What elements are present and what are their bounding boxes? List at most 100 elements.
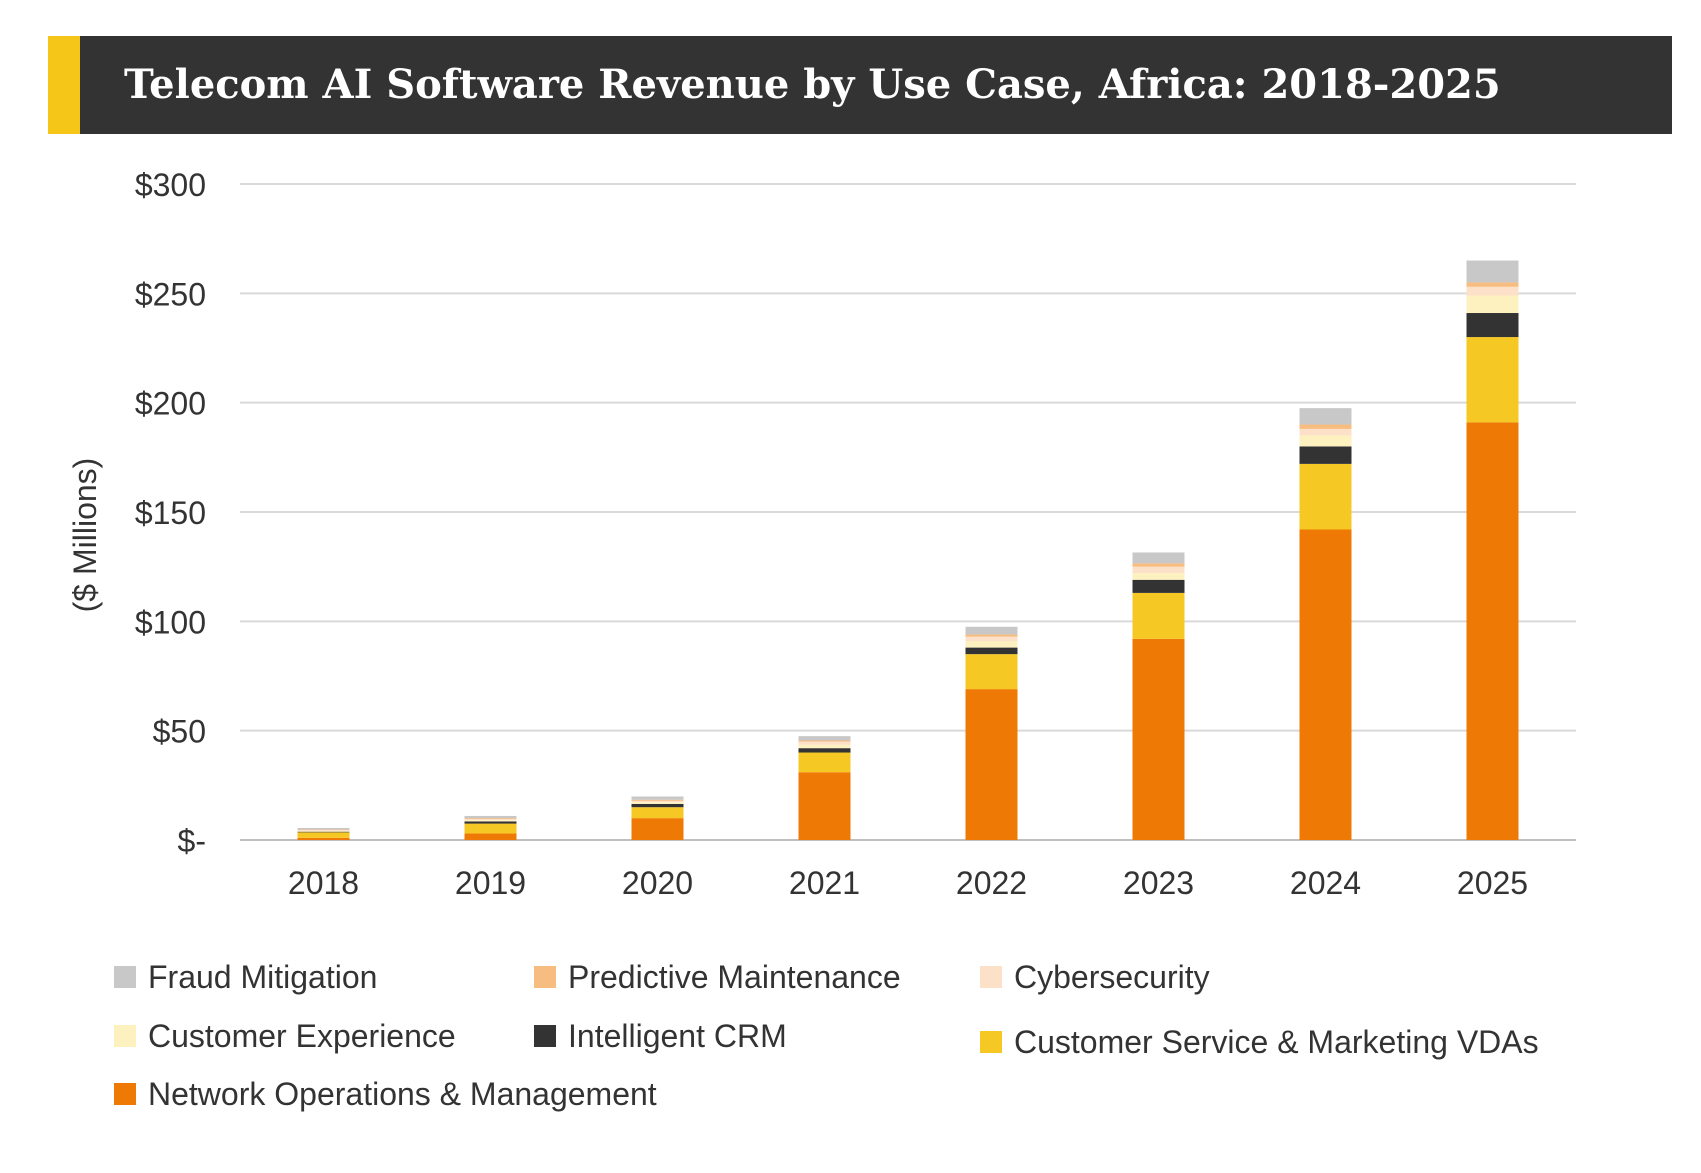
bar-segment [297, 829, 350, 831]
y-tick-label: $50 [153, 714, 206, 750]
bar-segment [798, 752, 851, 773]
y-tick-label: $200 [135, 386, 206, 422]
bar-segment [1466, 286, 1519, 296]
bar-segment [464, 819, 517, 821]
legend-item-predictive-maintenance: Predictive Maintenance [534, 957, 901, 997]
bar-segment [1132, 552, 1185, 564]
bar-segment [965, 641, 1018, 648]
bar-segment [631, 800, 684, 803]
bar-segment [1299, 408, 1352, 425]
legend-swatch [980, 966, 1002, 988]
bar-segment [1466, 295, 1519, 314]
y-tick-label: $- [178, 823, 206, 859]
bar-segment [1466, 260, 1519, 283]
bar-segment [297, 830, 350, 832]
bar-segment [1299, 435, 1352, 447]
bar-segment [1299, 424, 1352, 429]
grid-lines [240, 183, 1576, 841]
bar-segment [297, 837, 350, 840]
bar-segment [1299, 463, 1352, 530]
x-tick-label: 2024 [1290, 865, 1361, 901]
y-tick-label: $150 [135, 495, 206, 531]
bar-segment [1466, 337, 1519, 423]
legend-label: Customer Service & Marketing VDAs [1014, 1023, 1539, 1060]
legend-item-network-operations-management: Network Operations & Management [114, 1074, 657, 1114]
axes: $- $50 $100 $150 $200 $250 $300 ($ Millions) 201… [67, 167, 1528, 901]
y-tick-label: $100 [135, 604, 206, 640]
bar-segment [1466, 422, 1519, 840]
legend-label: Fraud Mitigation [148, 958, 378, 995]
bar-segment [631, 803, 684, 808]
bar-segment [631, 796, 684, 800]
bar-segment [1132, 573, 1185, 580]
bar-segment [1299, 428, 1352, 436]
x-tick-label: 2021 [789, 865, 860, 901]
bar-segment [1299, 446, 1352, 464]
bar-segment [798, 736, 851, 741]
bar-segment [464, 821, 517, 824]
bar-segment [965, 626, 1018, 635]
y-tick-label: $300 [135, 167, 206, 203]
legend-swatch [534, 966, 556, 988]
legend-label: Cybersecurity [1014, 958, 1210, 995]
legend-item-customer-service-marketing-vdas: Customer Service & Marketing VDAs [980, 1022, 1539, 1062]
bar-segment [631, 799, 684, 801]
bar-segment [464, 833, 517, 840]
legend-item-cybersecurity: Cybersecurity [980, 957, 1210, 997]
bar-segment [297, 831, 350, 833]
legend-label: Network Operations & Management [148, 1075, 657, 1112]
x-tick-label: 2019 [455, 865, 526, 901]
bar-segment [798, 744, 851, 749]
bar-segment [1132, 566, 1185, 574]
bar-segment [297, 832, 350, 838]
legend-swatch [114, 1083, 136, 1105]
bar-segment [464, 818, 517, 820]
y-axis-title: ($ Millions) [67, 458, 103, 613]
legend-swatch [534, 1025, 556, 1047]
legend-swatch [980, 1031, 1002, 1053]
legend-item-fraud-mitigation: Fraud Mitigation [114, 957, 377, 997]
bar-segment [1299, 529, 1352, 840]
bar-segment [297, 827, 350, 830]
x-tick-label: 2018 [288, 865, 359, 901]
x-tick-label: 2023 [1123, 865, 1194, 901]
bar-segment [464, 815, 517, 819]
bar-segment [1132, 563, 1185, 567]
bar-segment [1132, 638, 1185, 840]
x-tick-label: 2020 [622, 865, 693, 901]
title-bar: Telecom AI Software Revenue by Use Case,… [48, 36, 1672, 134]
bar-segment [631, 818, 684, 840]
x-tick-label: 2025 [1457, 865, 1528, 901]
bar-segment [798, 741, 851, 745]
bar-segment [798, 740, 851, 742]
legend-item-customer-experience: Customer Experience [114, 1016, 456, 1056]
legend-label: Intelligent CRM [568, 1017, 787, 1054]
bar-segment [1466, 282, 1519, 287]
bar-segment [798, 772, 851, 840]
legend-swatch [114, 1025, 136, 1047]
bar-segment [464, 820, 517, 822]
legend-label: Customer Experience [148, 1017, 456, 1054]
bar-segment [631, 802, 684, 804]
bar-segment [1132, 579, 1185, 593]
bar-segment [1466, 313, 1519, 338]
bar-segment [965, 647, 1018, 655]
bar-segment [965, 634, 1018, 637]
bar-segment [631, 807, 684, 819]
legend-label: Predictive Maintenance [568, 958, 901, 995]
bar-segment [965, 689, 1018, 840]
bars [297, 260, 1519, 840]
x-tick-label: 2022 [956, 865, 1027, 901]
title-accent-stripe [48, 36, 80, 134]
legend-item-intelligent-crm: Intelligent CRM [534, 1016, 787, 1056]
bar-segment [464, 823, 517, 834]
bar-segment [1132, 592, 1185, 639]
legend-swatch [114, 966, 136, 988]
chart-title: Telecom AI Software Revenue by Use Case,… [124, 61, 1501, 108]
y-tick-label: $250 [135, 276, 206, 312]
bar-segment [965, 654, 1018, 690]
bar-segment [965, 636, 1018, 642]
bar-segment [798, 748, 851, 753]
